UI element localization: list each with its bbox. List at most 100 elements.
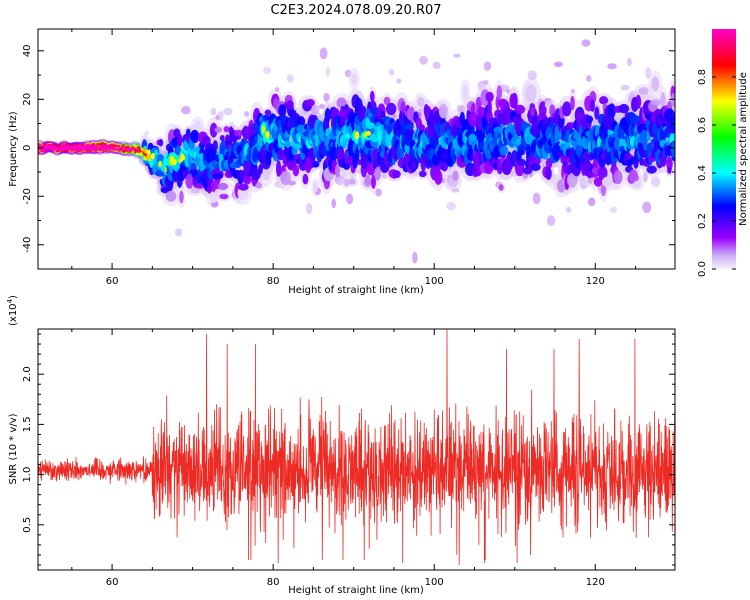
spectrogram-cell	[175, 228, 183, 237]
spectrogram-cell	[181, 155, 186, 161]
spectrogram-cell	[262, 114, 270, 121]
spectrogram-cell	[102, 145, 106, 149]
spectrogram-cell	[597, 166, 608, 180]
spectrogram-cell	[553, 61, 563, 68]
spectrogram-x-axis-label: Height of straight line (km)	[288, 285, 424, 296]
spectrogram-cell	[483, 80, 489, 85]
svg-text:(x104): (x104)	[6, 295, 19, 326]
spectrogram-cell	[370, 90, 375, 102]
spectrogram-y-tick-label: -20	[22, 188, 33, 204]
spectrogram-x-tick-label: 60	[106, 276, 119, 287]
spectrogram-cell	[158, 139, 164, 147]
spectrogram-cell	[265, 131, 270, 139]
spectrogram-cell	[94, 144, 98, 148]
spectrogram-y-axis-label: Frequency (Hz)	[8, 111, 19, 187]
spectrogram-cell	[588, 197, 596, 207]
spectrogram-cell	[594, 106, 600, 120]
spectrogram-cell	[275, 87, 280, 92]
spectrogram-cell	[165, 190, 177, 202]
spectrogram-cell	[525, 84, 537, 102]
spectrogram-cell	[336, 97, 347, 109]
spectrogram-cell	[487, 99, 492, 116]
colorbar-tick-label: 0.6	[697, 117, 708, 133]
spectrogram-cell	[264, 109, 272, 116]
spectrogram-cell	[223, 126, 230, 133]
spectrogram-cell	[65, 147, 70, 150]
snr-panel: 60 80 100 120 0.5 1.0 1.5 2.0 Height of straigh…	[6, 295, 676, 596]
spectrogram-cell	[280, 170, 291, 186]
spectrogram-cell	[432, 61, 441, 69]
spectrogram-cell	[113, 144, 118, 148]
spectrogram-cell	[453, 53, 461, 58]
spectrogram-cell	[173, 158, 177, 166]
spectrogram-cell	[667, 167, 672, 174]
spectrogram-cell	[483, 61, 492, 71]
spectrogram-cell	[169, 155, 175, 164]
spectrogram-cell	[86, 143, 90, 147]
spectrogram-cell	[417, 96, 425, 108]
spectrogram-cell	[409, 106, 415, 123]
spectrogram-cell	[135, 152, 140, 156]
snr-multiplier-exponent: 4	[6, 298, 14, 303]
spectrogram-cell	[666, 156, 673, 172]
spectrogram-cell	[365, 130, 372, 136]
spectrogram-cell	[214, 188, 223, 197]
spectrogram-y-tick-label: 0	[22, 145, 33, 151]
spectrogram-cell	[292, 164, 300, 177]
figure-title: C2E3.2024.078.09.20.R07	[270, 3, 441, 18]
spectrogram-cell	[150, 152, 155, 160]
spectrogram-cell	[610, 206, 617, 213]
spectrogram-cell	[217, 182, 229, 191]
spectrogram-cell	[250, 168, 261, 181]
spectrogram-cell	[284, 141, 292, 148]
spectrogram-cell	[144, 130, 149, 136]
colorbar-ticks: 0.0 0.2 0.4 0.6 0.8	[697, 69, 736, 277]
colorbar: 0.0 0.2 0.4 0.6 0.8 Normalized spectral ampl…	[697, 29, 749, 277]
spectrogram-y-tick-label: -40	[22, 237, 33, 253]
spectrogram-cell	[70, 148, 74, 152]
spectrogram-x-tick-label: 80	[267, 276, 280, 287]
spectrogram-heatmap	[38, 39, 675, 264]
spectrogram-cell	[570, 88, 576, 94]
spectrogram-cell	[496, 85, 502, 101]
spectrogram-cell	[116, 144, 121, 148]
spectrogram-cell	[516, 158, 526, 166]
spectrogram-cell	[400, 101, 406, 114]
spectrogram-cell	[233, 129, 244, 137]
spectrogram-cell	[364, 174, 371, 185]
spectrogram-cell	[651, 76, 660, 92]
spectrogram-cell	[219, 135, 225, 141]
spectrogram-cell	[323, 93, 330, 102]
spectrogram-y-tick-label: 20	[22, 93, 33, 106]
spectrogram-cell	[261, 125, 266, 134]
spectrogram-panel: 60 80 100 120 40 20 0 -20 -40 Height of straight…	[8, 28, 676, 296]
spectrogram-cell	[650, 176, 661, 187]
spectrogram-cell	[244, 111, 250, 117]
spectrogram-cell	[262, 165, 271, 181]
spectrogram-cell	[419, 55, 428, 65]
spectrogram-cell	[593, 177, 603, 187]
spectrogram-cell	[139, 152, 143, 156]
spectrogram-cell	[136, 150, 141, 153]
spectrogram-x-tick-label: 120	[586, 276, 605, 287]
colorbar-gradient	[712, 29, 736, 269]
spectrogram-cell	[499, 145, 509, 156]
spectrogram-cell	[446, 201, 456, 211]
spectrogram-cell	[276, 160, 282, 177]
spectrogram-cell	[451, 188, 460, 193]
colorbar-tick-label: 0.8	[697, 69, 708, 85]
snr-x-tick-label: 80	[267, 577, 280, 588]
spectrogram-cell	[406, 127, 415, 140]
spectrogram-cell	[527, 70, 537, 80]
spectrogram-cell	[243, 175, 252, 185]
spectrogram-cell	[386, 102, 397, 116]
snr-multiplier-base: (x10	[8, 303, 19, 326]
spectrogram-ticks: 60 80 100 120 40 20 0 -20 -40	[22, 29, 675, 287]
spectrogram-x-tick-label: 100	[425, 276, 444, 287]
spectrogram-cell	[354, 131, 360, 140]
spectrogram-cell	[418, 170, 427, 178]
spectrogram-cell	[212, 140, 218, 152]
spectrogram-cell	[302, 173, 309, 185]
spectrogram-cell	[209, 122, 218, 138]
